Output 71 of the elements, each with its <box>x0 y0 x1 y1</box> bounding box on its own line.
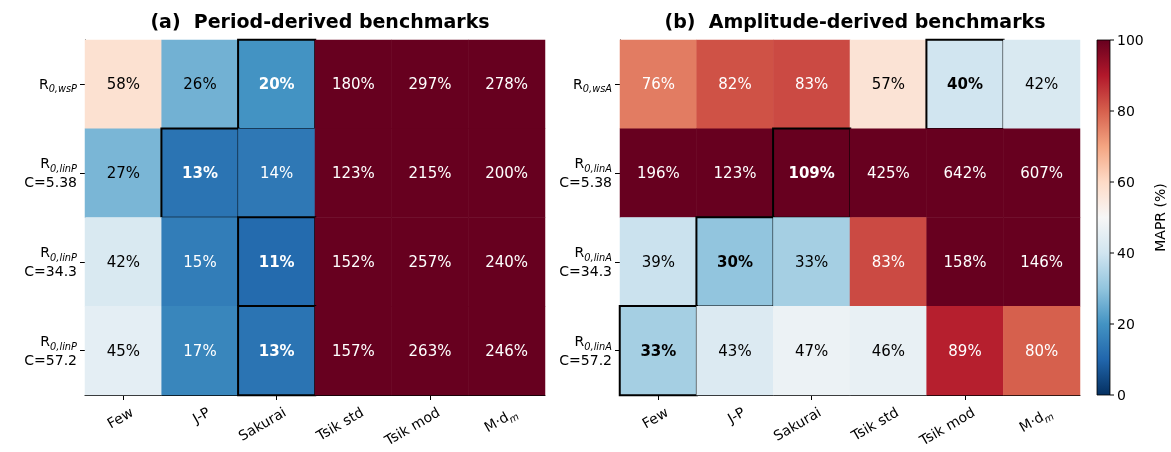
data-label: 13% <box>258 341 295 360</box>
y-tick-label: R$_{0,linP}$ C=57.2 <box>24 331 77 370</box>
color-bar-label: 80 <box>1117 103 1135 119</box>
data-label: 80% <box>1024 341 1059 360</box>
chart-title: (b) Amplitude-derived benchmarks <box>664 9 1046 32</box>
data-label: 47% <box>794 341 829 360</box>
y-tick-label: R$_{0,linA}$ C=5.38 <box>559 154 612 193</box>
data-label: 11% <box>258 252 295 271</box>
x-tick-label: J-P <box>724 403 749 429</box>
x-tick-label: Few <box>103 403 137 434</box>
y-tick-label: R$_{0,linP}$ C=34.3 <box>24 242 77 281</box>
data-label: 152% <box>331 252 375 271</box>
color-bar-label: 40 <box>1117 245 1135 261</box>
color-bar-label: 20 <box>1117 316 1135 332</box>
data-label: 215% <box>408 164 452 183</box>
data-label: 39% <box>641 252 676 271</box>
data-label: 123% <box>331 164 375 183</box>
data-label: 240% <box>485 252 529 271</box>
data-label: 146% <box>1020 252 1064 271</box>
data-label: 83% <box>794 75 829 94</box>
data-label: 246% <box>485 341 529 360</box>
data-label: 83% <box>871 252 906 271</box>
data-label: 196% <box>636 164 680 183</box>
data-label: 76% <box>641 75 676 94</box>
data-label: 26% <box>183 75 217 94</box>
data-label: 30% <box>717 252 753 271</box>
y-tick-label: R$_{0,wsP}$ <box>38 74 77 95</box>
data-label: 297% <box>408 75 452 94</box>
chart-title: (a) Period-derived benchmarks <box>150 9 490 32</box>
data-label: 33% <box>640 341 677 360</box>
data-label: 89% <box>948 341 982 360</box>
data-label: 200% <box>485 164 529 183</box>
data-label: 425% <box>866 164 910 183</box>
data-label: 17% <box>183 341 217 360</box>
data-label: 43% <box>718 341 752 360</box>
data-label: 82% <box>718 75 752 94</box>
color-bar-label: 60 <box>1117 174 1135 190</box>
data-label: 45% <box>106 341 141 360</box>
data-label: 14% <box>259 164 294 183</box>
data-label: 157% <box>331 341 375 360</box>
data-label: 123% <box>713 164 757 183</box>
y-tick-label: R$_{0,wsA}$ <box>573 74 612 95</box>
data-label: 58% <box>106 75 141 94</box>
data-label: 46% <box>871 341 906 360</box>
data-label: 13% <box>182 164 218 183</box>
data-label: 42% <box>106 252 141 271</box>
data-label: 15% <box>183 252 217 271</box>
color-bar-label: 100 <box>1117 32 1144 48</box>
data-label: 27% <box>106 164 141 183</box>
data-label: 20% <box>258 75 295 94</box>
color-bar-title: MAPR (%) <box>1152 183 1168 252</box>
x-tick-label: Tsik std <box>312 403 367 446</box>
data-label: 33% <box>794 252 829 271</box>
data-label: 158% <box>943 252 987 271</box>
y-tick-label: R$_{0,linA}$ C=34.3 <box>559 242 612 281</box>
data-label: 57% <box>871 75 906 94</box>
x-tick-label: Few <box>638 403 672 434</box>
x-tick-label: Tsik std <box>847 403 902 446</box>
data-label: 42% <box>1024 75 1059 94</box>
data-label: 642% <box>943 164 987 183</box>
data-label: 257% <box>408 252 452 271</box>
data-label: 263% <box>408 341 452 360</box>
color-bar-label: 0 <box>1117 387 1126 403</box>
x-tick-label: J-P <box>189 403 214 429</box>
data-label: 109% <box>788 164 835 183</box>
data-label: 40% <box>947 75 983 94</box>
y-tick-label: R$_{0,linP}$ C=5.38 <box>24 154 77 193</box>
data-label: 278% <box>485 75 529 94</box>
data-label: 607% <box>1020 164 1064 183</box>
y-tick-label: R$_{0,linA}$ C=57.2 <box>559 331 612 370</box>
data-label: 180% <box>331 75 375 94</box>
